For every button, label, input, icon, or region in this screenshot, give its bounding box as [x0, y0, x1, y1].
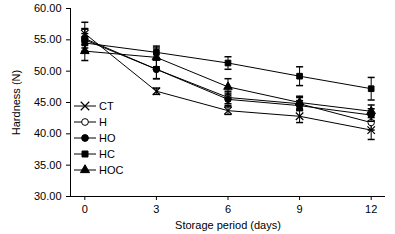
- svg-text:Storage period (days): Storage period (days): [175, 219, 281, 231]
- svg-text:45.00: 45.00: [34, 96, 62, 108]
- svg-text:3: 3: [153, 203, 159, 215]
- svg-text:9: 9: [297, 203, 303, 215]
- html-text:CT: CT: [99, 100, 114, 112]
- svg-text:6: 6: [225, 203, 231, 215]
- svg-text:60.00: 60.00: [34, 2, 62, 14]
- html-text:H: H: [99, 116, 107, 128]
- html-text:HOC: HOC: [99, 164, 124, 176]
- svg-text:35.00: 35.00: [34, 159, 62, 171]
- svg-text:12: 12: [365, 203, 377, 215]
- svg-text:Hardness (N): Hardness (N): [10, 70, 22, 135]
- svg-text:55.00: 55.00: [34, 33, 62, 45]
- svg-text:40.00: 40.00: [34, 127, 62, 139]
- html-text:HC: HC: [99, 148, 115, 160]
- html-text:HO: HO: [99, 132, 116, 144]
- svg-text:30.00: 30.00: [34, 190, 62, 202]
- svg-text:0: 0: [82, 203, 88, 215]
- svg-text:50.00: 50.00: [34, 65, 62, 77]
